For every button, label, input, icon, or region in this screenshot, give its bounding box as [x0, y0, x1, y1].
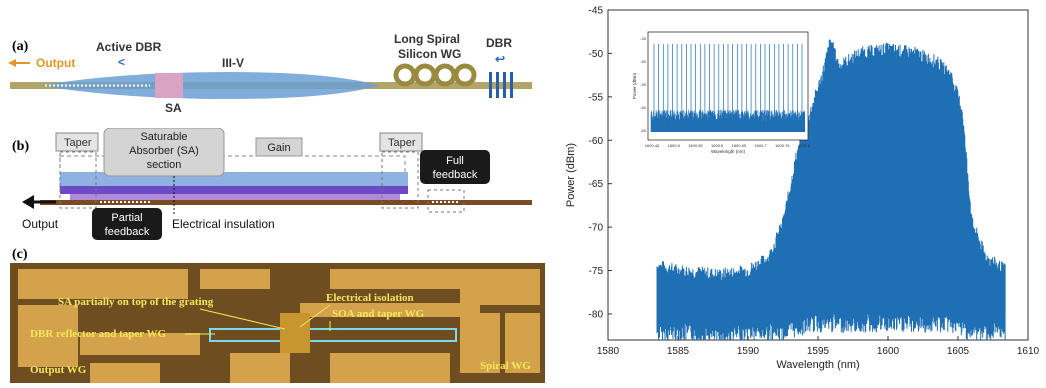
spiral-waveguide-icon	[393, 63, 477, 87]
waveguide-outline	[209, 328, 457, 342]
x-tick-label: 1595	[807, 346, 830, 357]
inset-x-tick-label: 1600.45	[645, 143, 660, 148]
annotation-leaders	[185, 304, 331, 335]
x-tick-label: 1580	[597, 346, 620, 357]
soa-note: SOA and taper WG	[332, 308, 425, 320]
y-tick-label: -50	[589, 49, 604, 60]
y-tick-label: -80	[589, 309, 604, 320]
dbr-arrow-icon: ↩	[495, 52, 505, 66]
silicon-base	[40, 200, 532, 205]
active-layer	[60, 186, 408, 194]
taper-right-box	[379, 132, 423, 152]
spiral-label-line1: Long Spiral	[394, 32, 460, 46]
sa-label-line2: Absorber (SA)	[129, 145, 199, 157]
dbr-note: DBR reflector and taper WG	[30, 328, 167, 340]
y-axis-label: Power (dBm)	[565, 143, 577, 207]
active-dbr-label: Active DBR	[96, 40, 162, 54]
y-tick-label: -60	[589, 136, 604, 147]
taper-left-outline	[59, 151, 97, 209]
panel-b-label: (b)	[12, 139, 29, 154]
taper-left-box	[55, 132, 99, 152]
x-tick-label: 1605	[947, 346, 970, 357]
metal-pads	[18, 269, 540, 383]
spiral-label-line2: Silicon WG	[398, 47, 461, 61]
partial-feedback-line2: feedback	[105, 226, 150, 238]
x-tick-label: 1600	[877, 346, 900, 357]
x-tick-label: 1590	[737, 346, 760, 357]
inset-y-tick-label: -55	[640, 82, 647, 87]
x-axis-label: Wavelength (nm)	[776, 359, 859, 371]
dbr-label: DBR	[486, 36, 512, 50]
partial-feedback-line1: Partial	[111, 212, 142, 224]
optical-spectrum-chart: 1580 1585 1590 1595 1600 1605 1610 -45 -50 -55 -60…	[560, 0, 1046, 383]
full-feedback-line1: Full	[446, 155, 464, 167]
iii-v-section	[40, 72, 380, 99]
spectrum-trace	[656, 39, 1006, 340]
output-label: Output	[36, 56, 75, 70]
y-tick-label: -55	[589, 92, 604, 103]
inset-y-tick-label: -50	[640, 59, 647, 64]
partial-feedback-box	[92, 208, 162, 240]
y-tick-label: -70	[589, 223, 604, 234]
inset-x-tick-label: 1600.6	[711, 143, 724, 148]
electrical-insulation-label: Electrical insulation	[172, 217, 275, 231]
x-tick-label: 1610	[1017, 346, 1040, 357]
gain-box	[255, 137, 303, 157]
sa-section-box	[103, 127, 225, 177]
inset-y-tick-label: -65	[640, 128, 647, 133]
iii-v-label: III-V	[222, 56, 244, 70]
panel-a-label: (a)	[12, 39, 29, 54]
inset-x-tick-label: 1600.8	[798, 143, 811, 148]
full-feedback-box	[420, 150, 490, 184]
sa-isolation-region	[280, 313, 310, 353]
taper-right-outline	[381, 151, 419, 209]
inset-x-axis-label: Wavelength (nm)	[711, 149, 746, 154]
inset-x-tick-label: 1600.7	[754, 143, 767, 148]
y-tick-label: -45	[589, 6, 604, 17]
taper-right-label: Taper	[388, 137, 416, 149]
output-arrow-icon	[22, 195, 56, 209]
output-label: Output	[22, 217, 59, 231]
inset-comb-lines	[653, 44, 803, 132]
inset-y-tick-label: -45	[640, 36, 647, 41]
taper-left-label: Taper	[64, 137, 92, 149]
panel-a-laser-schematic: (a) Output Active DBR < SA III-V Long Sp…	[0, 0, 540, 128]
y-tick-label: -65	[589, 179, 604, 190]
active-dbr-arrow-icon: <	[118, 55, 125, 69]
spiral-wg-label: Spiral WG	[480, 360, 531, 372]
full-feedback-outline	[427, 189, 465, 213]
inset-y-axis-label: Power (dBm)	[632, 72, 637, 99]
isolation-note: Electrical isolation	[326, 292, 414, 304]
panel-b-cross-section: (b) Taper Taper Saturable Absorber (SA) …	[0, 127, 540, 240]
sa-label: SA	[165, 101, 182, 115]
sa-section	[155, 73, 183, 98]
dbr-grating	[489, 72, 513, 98]
gain-label: Gain	[267, 142, 290, 154]
sa-note: SA partially on top of the grating	[58, 296, 214, 308]
output-wg-label: Output WG	[30, 364, 87, 376]
inset-x-tick-label: 1600.55	[688, 143, 703, 148]
inset-x-tick-label: 1600.5	[668, 143, 681, 148]
full-feedback-line2: feedback	[433, 169, 478, 181]
sa-label-line3: section	[147, 159, 182, 171]
y-tick-label: -75	[589, 266, 604, 277]
output-arrow-icon	[8, 59, 30, 67]
panel-c-micrograph: (c) SA partially on top of the grating E…	[0, 243, 545, 383]
x-tick-label: 1585	[667, 346, 690, 357]
sa-label-line1: Saturable	[140, 131, 187, 143]
inset-x-tick-label: 1600.75	[775, 143, 790, 148]
waveguide-layer	[70, 194, 400, 200]
inset-x-tick-label: 1600.65	[732, 143, 747, 148]
inset-y-tick-label: -60	[640, 105, 647, 110]
panel-c-label: (c)	[12, 247, 28, 262]
